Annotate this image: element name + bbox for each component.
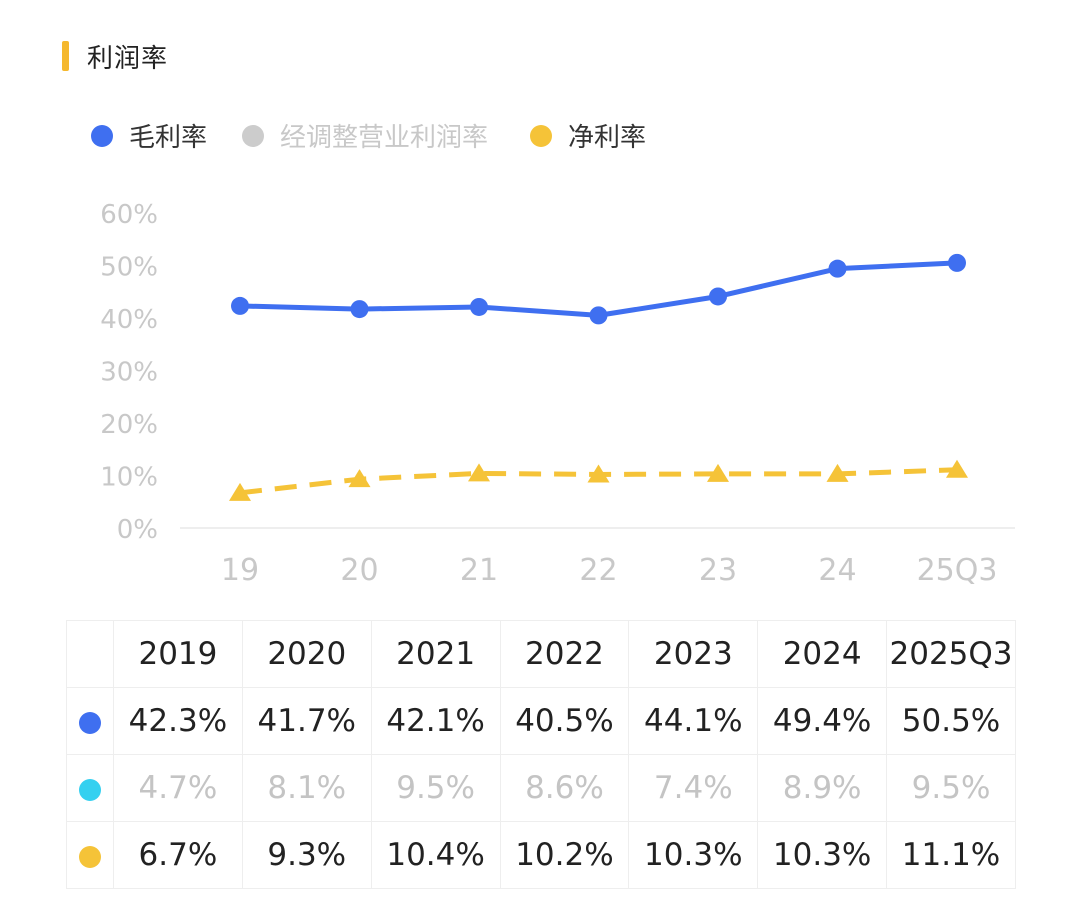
- legend-marker-icon: [530, 125, 552, 147]
- data-point-triangle: [826, 463, 849, 482]
- y-tick-label: 0%: [117, 515, 158, 545]
- y-tick-label: 10%: [100, 463, 158, 493]
- data-point: [231, 296, 249, 315]
- legend-label: 经调整营业利润率: [280, 123, 488, 153]
- x-tick-label: 23: [699, 553, 737, 588]
- table-cell: 9.5%: [886, 754, 1016, 822]
- table-cell: 7.4%: [628, 754, 759, 822]
- table-cell: 10.3%: [628, 821, 759, 889]
- x-tick-label: 21: [460, 553, 498, 588]
- table-row-gross-margin: 42.3% 41.7% 42.1% 40.5% 44.1% 49.4% 50.5…: [66, 687, 1016, 755]
- table-cell: 9.5%: [370, 754, 501, 822]
- table-header-cell: 2019: [113, 620, 243, 688]
- table-header-cell: 2024: [757, 620, 888, 688]
- y-tick-label: 40%: [100, 305, 158, 335]
- table-corner-cell: [66, 620, 114, 688]
- table-cell: 50.5%: [886, 687, 1016, 755]
- table-cell: 6.7%: [113, 821, 243, 889]
- data-point: [350, 300, 369, 319]
- x-tick-label: 22: [579, 553, 617, 588]
- data-point-triangle: [229, 482, 251, 501]
- legend-label: 毛利率: [129, 123, 207, 153]
- y-tick-label: 60%: [100, 200, 158, 230]
- x-tick-label: 19: [221, 553, 259, 588]
- table-cell: 10.2%: [499, 821, 630, 889]
- table-header-cell: 2022: [499, 620, 630, 688]
- table-cell: 4.7%: [113, 754, 243, 822]
- x-tick-label: 24: [818, 553, 856, 588]
- profit-margin-chart: 毛利率 经调整营业利润率 净利率 0% 10% 20% 30% 40% 50% 60% 19 20 21…: [91, 123, 1015, 588]
- table-cell: 10.3%: [757, 821, 888, 889]
- margin-table: 2019 2020 2021 2022 2023 2024 2025Q3 42.…: [66, 620, 1016, 889]
- gross-margin-dot-icon: [79, 711, 101, 734]
- data-point: [948, 253, 966, 272]
- legend-marker-icon: [242, 125, 264, 147]
- table-cell: 42.3%: [113, 687, 243, 755]
- net-margin-dot-icon: [79, 845, 101, 868]
- table-cell: 8.9%: [757, 754, 888, 822]
- row-marker-cell: [66, 754, 114, 822]
- data-point: [470, 297, 488, 316]
- table-header-row: 2019 2020 2021 2022 2023 2024 2025Q3: [66, 620, 1016, 688]
- table-header-cell: 2025Q3: [886, 620, 1016, 688]
- y-tick-label: 20%: [100, 410, 158, 440]
- data-point-triangle: [348, 469, 371, 488]
- table-cell: 9.3%: [241, 821, 372, 889]
- table-row-net-margin: 6.7% 9.3% 10.4% 10.2% 10.3% 10.3% 11.1%: [66, 821, 1016, 889]
- x-tick-label: 20: [340, 553, 378, 588]
- data-point: [709, 287, 727, 306]
- table-cell: 8.1%: [241, 754, 372, 822]
- legend-label: 净利率: [568, 123, 646, 153]
- adjusted-margin-dot-icon: [79, 778, 101, 801]
- table-cell: 49.4%: [757, 687, 888, 755]
- legend-marker-icon: [91, 125, 113, 147]
- table-cell: 40.5%: [499, 687, 630, 755]
- table-cell: 11.1%: [886, 821, 1016, 889]
- row-marker-cell: [66, 687, 114, 755]
- data-point: [828, 259, 847, 278]
- data-point-triangle: [946, 459, 968, 478]
- table-cell: 8.6%: [499, 754, 630, 822]
- table-cell: 10.4%: [370, 821, 501, 889]
- data-point-triangle: [468, 463, 490, 482]
- data-point-triangle: [587, 464, 610, 483]
- table-row-adjusted-operating-margin: 4.7% 8.1% 9.5% 8.6% 7.4% 8.9% 9.5%: [66, 754, 1016, 822]
- row-marker-cell: [66, 821, 114, 889]
- table-cell: 42.1%: [370, 687, 501, 755]
- table-header-cell: 2021: [370, 620, 501, 688]
- section-header: 利润率: [62, 36, 168, 76]
- section-title: 利润率: [87, 43, 169, 74]
- table-header-cell: 2020: [241, 620, 372, 688]
- section-accent-bar: [62, 41, 69, 71]
- data-point-triangle: [707, 463, 729, 482]
- table-header-cell: 2023: [628, 620, 759, 688]
- data-point: [589, 306, 608, 325]
- x-tick-label: 25Q3: [917, 553, 998, 588]
- y-tick-label: 50%: [100, 253, 158, 283]
- margin-table-wrap: 2019 2020 2021 2022 2023 2024 2025Q3 42.…: [66, 620, 1016, 889]
- table-cell: 44.1%: [628, 687, 759, 755]
- table-cell: 41.7%: [241, 687, 372, 755]
- y-tick-label: 30%: [100, 358, 158, 388]
